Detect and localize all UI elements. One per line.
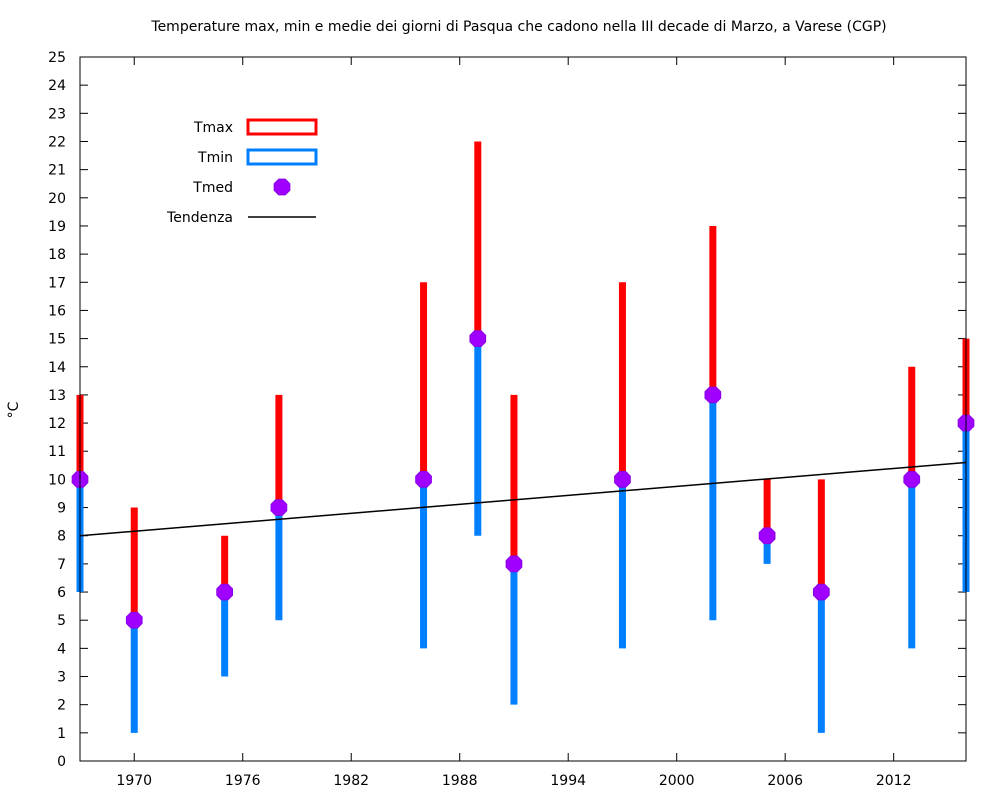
tmed-point	[505, 555, 523, 573]
legend: Tmax Tmin Tmed Tendenza	[166, 118, 318, 226]
y-tick-label: 22	[48, 134, 66, 150]
y-tick-label: 24	[48, 78, 66, 94]
tmed-point	[125, 611, 143, 629]
x-tick-label: 1994	[550, 773, 586, 789]
x-tick-label: 2006	[767, 773, 803, 789]
x-tick-label: 2000	[659, 773, 695, 789]
y-tick-label: 7	[57, 557, 66, 573]
tmed-point	[812, 583, 830, 601]
y-tick-label: 12	[48, 416, 66, 432]
y-tick-label: 10	[48, 472, 66, 488]
tmed-point	[704, 386, 722, 404]
x-tick-label: 1982	[333, 773, 369, 789]
y-tick-label: 20	[48, 191, 66, 207]
y-tick-label: 11	[48, 444, 66, 460]
y-tick-label: 4	[57, 641, 66, 657]
plot-border	[79, 56, 967, 762]
y-tick-label: 23	[48, 106, 66, 122]
x-tick-label: 2012	[876, 773, 912, 789]
tmed-point	[758, 527, 776, 545]
tmed-point	[614, 471, 631, 488]
x-tick-label: 1970	[116, 773, 152, 789]
y-tick-label: 15	[48, 332, 66, 348]
y-axis-label: °C	[6, 401, 22, 418]
trend-line	[79, 461, 967, 537]
y-tick-label: 2	[57, 698, 66, 714]
y-tick-label: 17	[48, 275, 66, 291]
y-tick-label: 16	[48, 303, 66, 319]
y-tick-label: 0	[57, 754, 66, 770]
x-tick-label: 1988	[442, 773, 478, 789]
tmed-point	[903, 471, 921, 488]
y-tick-label: 14	[48, 360, 66, 376]
tmed-point	[270, 499, 288, 516]
y-tick-label: 3	[57, 670, 66, 686]
y-tick-label: 1	[57, 726, 66, 742]
tmed-point	[216, 583, 234, 601]
y-tick-label: 25	[48, 50, 66, 66]
legend-symbol-tmax	[246, 118, 318, 136]
x-tick-label: 1976	[225, 773, 261, 789]
plot-area: 0123456789101112131415161718192021222324…	[48, 50, 975, 789]
y-tick-label: 19	[48, 219, 66, 235]
y-tick-label: 8	[57, 529, 66, 545]
tmed-point	[415, 471, 432, 488]
legend-symbol-tmed	[273, 178, 291, 196]
legend-label-tmed: Tmed	[192, 180, 233, 196]
legend-label-trend: Tendenza	[166, 210, 233, 226]
y-tick-label: 18	[48, 247, 66, 263]
y-tick-label: 6	[57, 585, 66, 601]
y-tick-label: 5	[57, 613, 66, 629]
legend-label-tmin: Tmin	[197, 150, 233, 166]
chart-title: Temperature max, min e medie dei giorni …	[150, 19, 886, 35]
y-tick-label: 9	[57, 501, 66, 517]
legend-symbol-tmin	[246, 148, 318, 166]
legend-label-tmax: Tmax	[193, 120, 233, 136]
tmed-point	[469, 330, 487, 347]
y-tick-label: 13	[48, 388, 66, 404]
y-tick-label: 21	[48, 163, 66, 179]
